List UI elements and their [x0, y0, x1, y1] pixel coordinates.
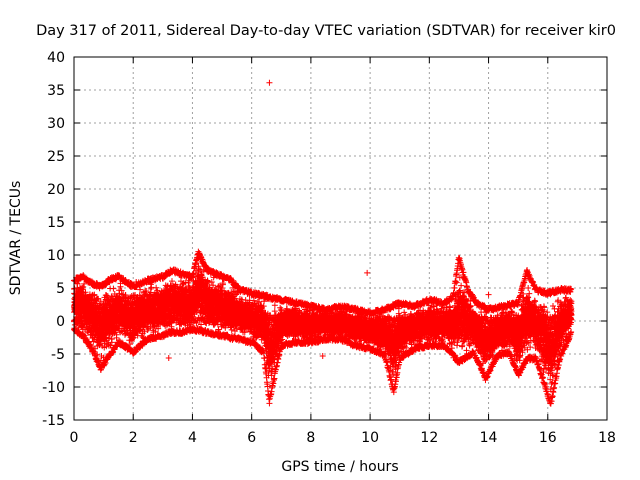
x-tick-label: 2 — [129, 430, 138, 446]
y-tick-label: 40 — [47, 50, 65, 66]
x-tick-label: 6 — [247, 430, 256, 446]
y-tick-label: 15 — [47, 215, 65, 231]
x-tick-label: 10 — [361, 430, 379, 446]
y-tick-label: 35 — [47, 83, 65, 99]
axis-ticks: 0 2 4 6 8 10 12 14 16 18 -15 -10 -5 0 5 10 15 20 25 30 35 40 — [42, 50, 616, 446]
data-point — [97, 298, 104, 305]
y-tick-label: 30 — [47, 116, 65, 132]
data-point — [88, 296, 95, 303]
x-tick-label: 0 — [70, 430, 79, 446]
y-tick-label: 0 — [56, 314, 65, 330]
chart-title: Day 317 of 2011, Sidereal Day-to-day VTE… — [36, 23, 616, 39]
data-point — [80, 283, 87, 290]
x-tick-label: 12 — [420, 430, 438, 446]
x-tick-label: 8 — [306, 430, 315, 446]
y-tick-label: 5 — [56, 281, 65, 297]
x-tick-label: 16 — [539, 430, 557, 446]
y-tick-label: -10 — [42, 380, 65, 396]
y-tick-label: 10 — [47, 248, 65, 264]
y-tick-label: 25 — [47, 149, 65, 165]
data-point — [94, 351, 101, 358]
y-tick-label: 20 — [47, 182, 65, 198]
data-point — [81, 280, 88, 287]
y-tick-label: -15 — [42, 413, 65, 429]
data-points — [71, 79, 575, 407]
data-point — [79, 284, 86, 291]
x-tick-label: 14 — [480, 430, 498, 446]
y-tick-label: -5 — [51, 347, 65, 363]
x-tick-label: 18 — [598, 430, 616, 446]
data-point — [79, 290, 86, 297]
x-tick-label: 4 — [188, 430, 197, 446]
